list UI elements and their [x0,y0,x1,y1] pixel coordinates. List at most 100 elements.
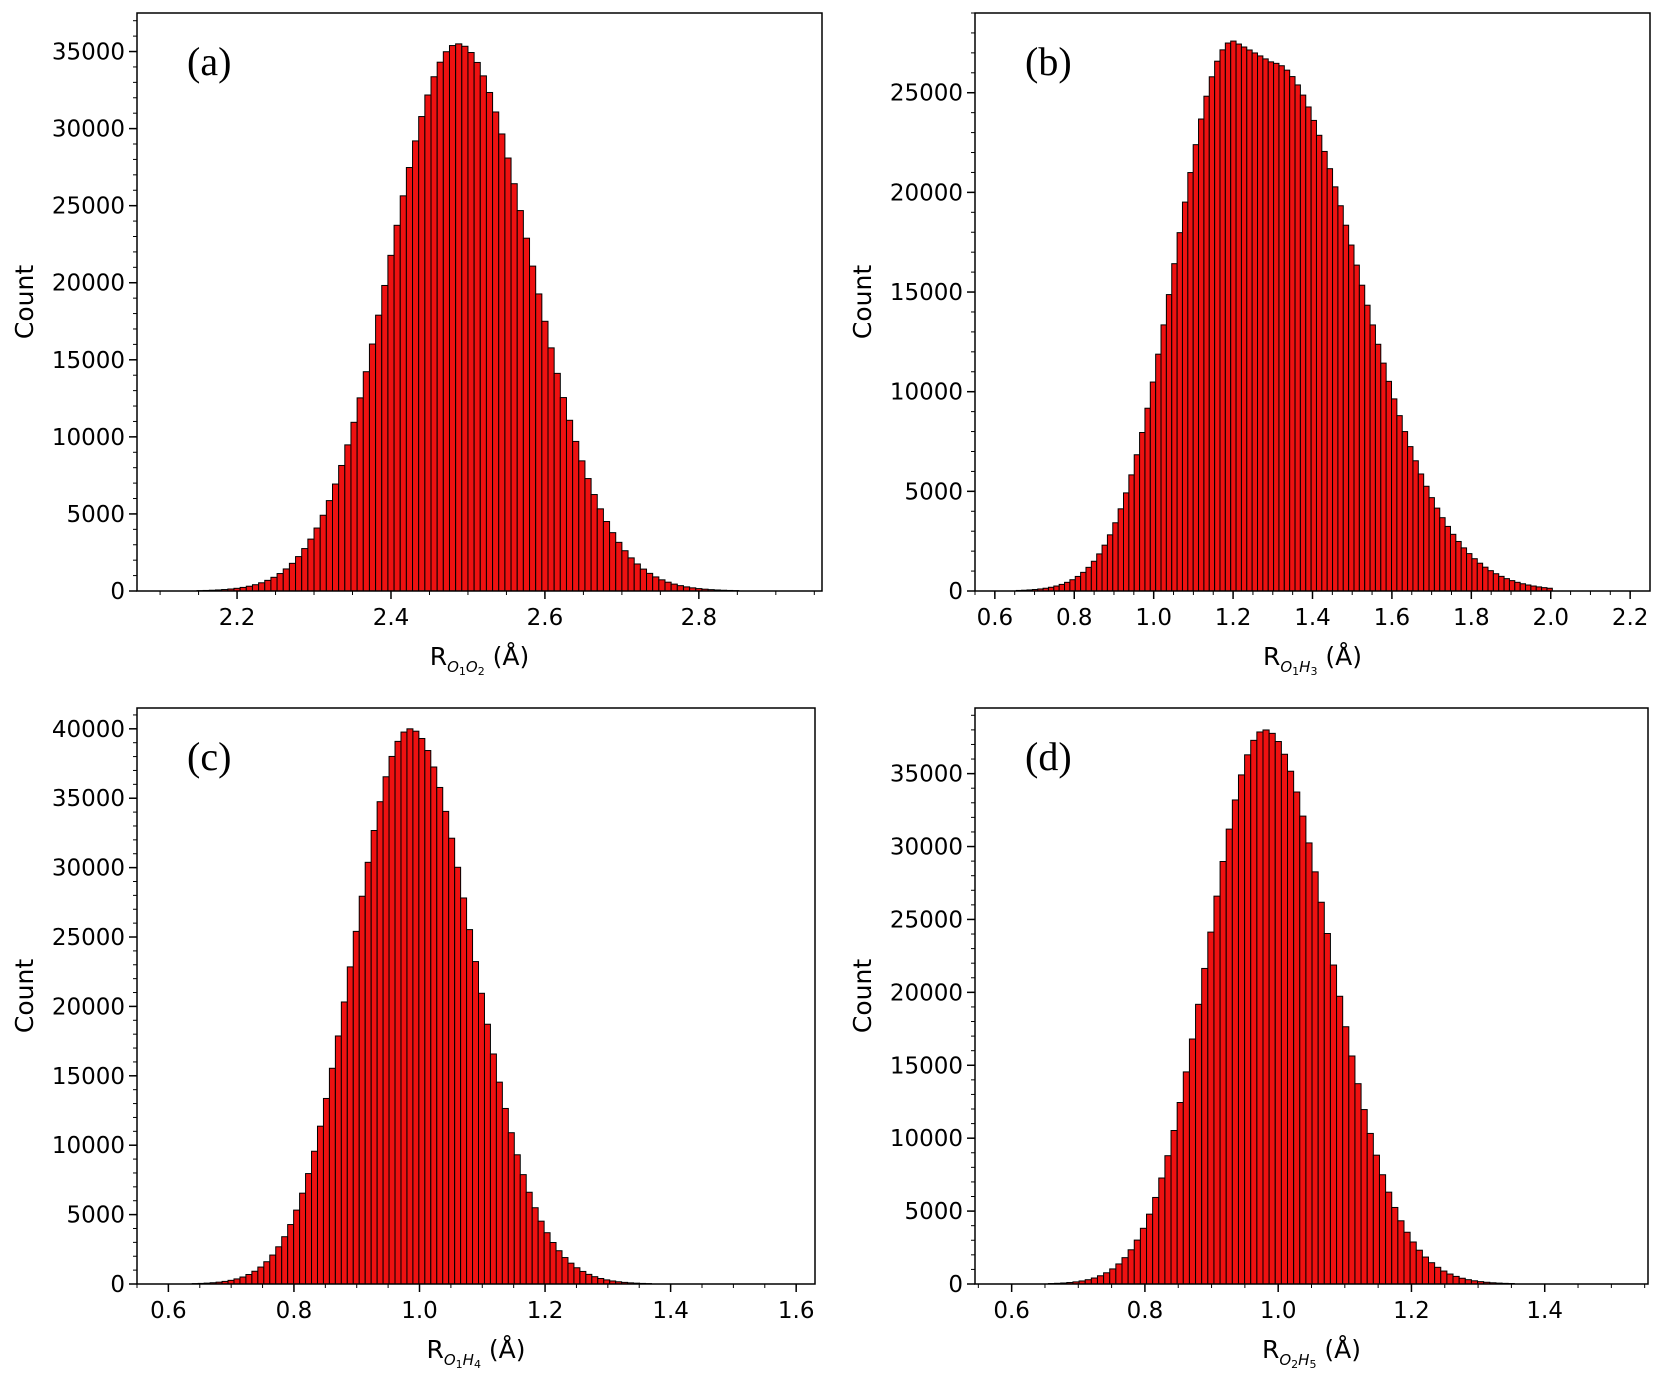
histogram-bar [1115,1263,1123,1285]
histogram-bar [1262,58,1269,592]
x-tick-label: 0.8 [276,1298,313,1324]
histogram-bar [584,478,592,592]
histogram-bar [1103,1272,1111,1285]
histogram-bar [1139,1227,1148,1285]
histogram-bar [424,94,432,592]
y-tick-label: 25000 [890,907,963,933]
histogram-bar [1455,540,1462,592]
y-tick-label: 25000 [890,81,963,107]
histogram-bar [1224,42,1232,592]
histogram-bar [609,532,617,592]
histogram-bar [1293,791,1301,1285]
histogram-bar [358,895,366,1285]
histogram-bar [301,548,309,592]
histogram-bar [549,1241,557,1285]
histogram-bar [1198,118,1205,592]
histogram-bar [495,1081,503,1285]
histogram-bar [1085,566,1092,592]
panel-c: 0.6 0.8 1.0 1.2 1.4 1.6 0 5000 10000 15000 20000 25… [10,707,816,1371]
histogram-bar [522,237,531,592]
panel-label: (d) [1025,734,1072,779]
x-axis-label: RO2H5 (Å) [1262,1335,1361,1371]
y-tick-label: 5000 [66,1203,125,1229]
histogram-bar [1214,60,1221,592]
histogram-bar [1366,1132,1374,1285]
histogram-bar [1391,398,1398,592]
histogram-bar [418,116,426,592]
y-tick-label: 5000 [904,1199,963,1225]
x-axis: 0.6 0.8 1.0 1.2 1.4 1.6 [136,1284,814,1324]
histogram-bar [1074,575,1082,592]
histogram-bar [1471,558,1478,592]
histogram-bar [1096,1275,1105,1285]
histogram-bar [368,343,377,592]
y-tick-label: 20000 [890,180,963,206]
histogram-bar [1498,575,1505,592]
histogram-bar [1235,43,1242,592]
histogram-bar [461,45,469,592]
histogram-bar [281,1236,289,1285]
histogram-bar [1192,144,1200,592]
y-tick-label: 0 [948,579,963,605]
histogram-bar [516,210,524,592]
x-tick-label: 0.8 [1056,605,1093,631]
histogram-bars [191,728,652,1285]
histogram-bar [338,464,346,592]
histogram-bar [531,1207,539,1285]
histogram-bar [258,582,266,592]
histogram-bar [1201,967,1209,1285]
histogram-bar [1274,741,1282,1285]
y-tick-label: 15000 [52,1064,125,1090]
histogram-bar [287,1224,295,1285]
histogram-bar [1323,933,1331,1285]
y-tick-label: 30000 [890,835,963,861]
y-tick-label: 10000 [52,425,125,451]
histogram-bar [1106,534,1114,592]
histogram-bar [1466,553,1473,592]
histogram-bar [1064,581,1071,592]
histogram-bar [1353,264,1360,592]
histogram-bar [376,801,384,1285]
histogram-bar [1337,205,1344,592]
y-tick-label: 20000 [890,980,963,1006]
y-tick-label: 5000 [66,502,125,528]
histogram-bar [1421,1256,1430,1285]
histogram-bar [1176,232,1183,592]
histogram-bars [196,43,740,592]
histogram-bar [239,1276,247,1285]
histogram-bar [1440,1270,1448,1285]
histogram-bar [1294,84,1301,592]
histogram-bar [393,224,401,592]
y-tick-label: 35000 [890,762,963,788]
histogram-bar [1225,828,1233,1285]
histogram-bar [633,563,641,592]
histogram-bar [448,837,456,1285]
histogram-bar [1329,964,1338,1285]
y-axis-label: Count [10,265,39,339]
histogram-bar [1326,168,1334,592]
histogram-bar [1305,106,1312,592]
y-tick-label: 10000 [890,1126,963,1152]
histogram-bar [1207,931,1215,1285]
histogram-bar [615,541,623,592]
histogram-bar [325,500,333,592]
histogram-bar [501,1107,509,1285]
histogram-bar [646,572,654,592]
y-tick-label: 0 [110,1272,125,1298]
x-tick-label: 2.8 [681,605,718,631]
histogram-bar [466,929,474,1285]
histogram-bar [400,731,408,1285]
histogram-bar [1336,995,1344,1285]
histogram-bar [1342,1026,1350,1285]
histogram-bar [591,1276,599,1285]
histogram-bar [362,371,370,592]
histogram-bar [1149,381,1157,592]
histogram-bar [559,397,567,592]
histogram-bar [1278,65,1285,592]
histogram-bar [257,1266,265,1285]
histogram-bar [405,167,414,592]
x-tick-label: 2.2 [219,605,256,631]
histogram-bar [1358,284,1366,592]
histogram-bars [1047,729,1515,1285]
histogram-bar [307,538,315,592]
